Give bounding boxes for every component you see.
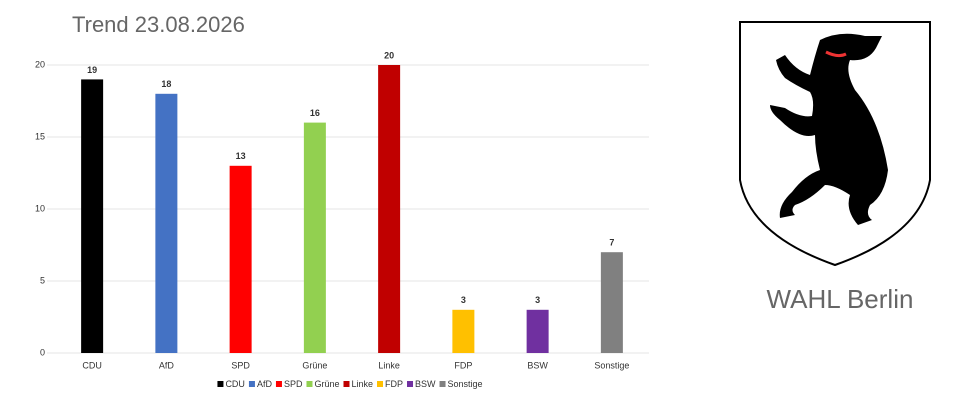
x-tick-label: Linke xyxy=(378,360,400,370)
x-tick-label: SPD xyxy=(231,360,250,370)
legend-label: AfD xyxy=(257,379,273,389)
y-tick-label: 10 xyxy=(35,203,45,213)
legend-swatch xyxy=(217,381,224,387)
chart-title: Trend 23.08.2026 xyxy=(72,12,245,37)
x-tick-label: AfD xyxy=(159,360,175,370)
x-tick-label: CDU xyxy=(82,360,102,370)
value-label: 13 xyxy=(236,151,246,161)
bar xyxy=(303,122,326,353)
y-tick-label: 5 xyxy=(40,275,45,285)
bar xyxy=(155,93,178,354)
value-label: 18 xyxy=(161,79,171,89)
x-tick-label: Sonstige xyxy=(594,360,629,370)
value-label: 16 xyxy=(310,108,320,118)
legend-label: Grüne xyxy=(314,379,339,389)
bar xyxy=(526,309,549,353)
legend-swatch xyxy=(248,381,255,387)
value-label: 3 xyxy=(535,295,540,305)
legend-swatch xyxy=(439,381,446,387)
y-tick-label: 15 xyxy=(35,131,45,141)
y-tick-label: 0 xyxy=(40,347,45,357)
value-label: 19 xyxy=(87,65,97,75)
bar xyxy=(229,165,252,353)
legend-label: SPD xyxy=(284,379,303,389)
value-label: 3 xyxy=(461,295,466,305)
value-label: 20 xyxy=(384,50,394,60)
legend-swatch xyxy=(275,381,282,387)
coat-of-arms xyxy=(739,21,931,267)
bar xyxy=(600,252,623,353)
legend-label: FDP xyxy=(385,379,403,389)
legend-swatch xyxy=(377,381,384,387)
y-tick-label: 20 xyxy=(35,59,45,69)
value-label: 7 xyxy=(609,238,614,248)
x-tick-label: FDP xyxy=(454,360,472,370)
legend-label: Sonstige xyxy=(448,379,483,389)
legend-label: BSW xyxy=(415,379,436,389)
legend-label: CDU xyxy=(225,379,245,389)
bar xyxy=(81,79,104,354)
bar xyxy=(452,309,475,353)
legend-swatch xyxy=(343,381,350,387)
bar xyxy=(378,65,401,353)
x-tick-label: Grüne xyxy=(302,360,327,370)
caption: WAHL Berlin xyxy=(767,284,914,314)
x-tick-label: BSW xyxy=(527,360,548,370)
legend-label: Linke xyxy=(351,379,373,389)
legend-swatch xyxy=(306,381,313,387)
legend-swatch xyxy=(407,381,414,387)
